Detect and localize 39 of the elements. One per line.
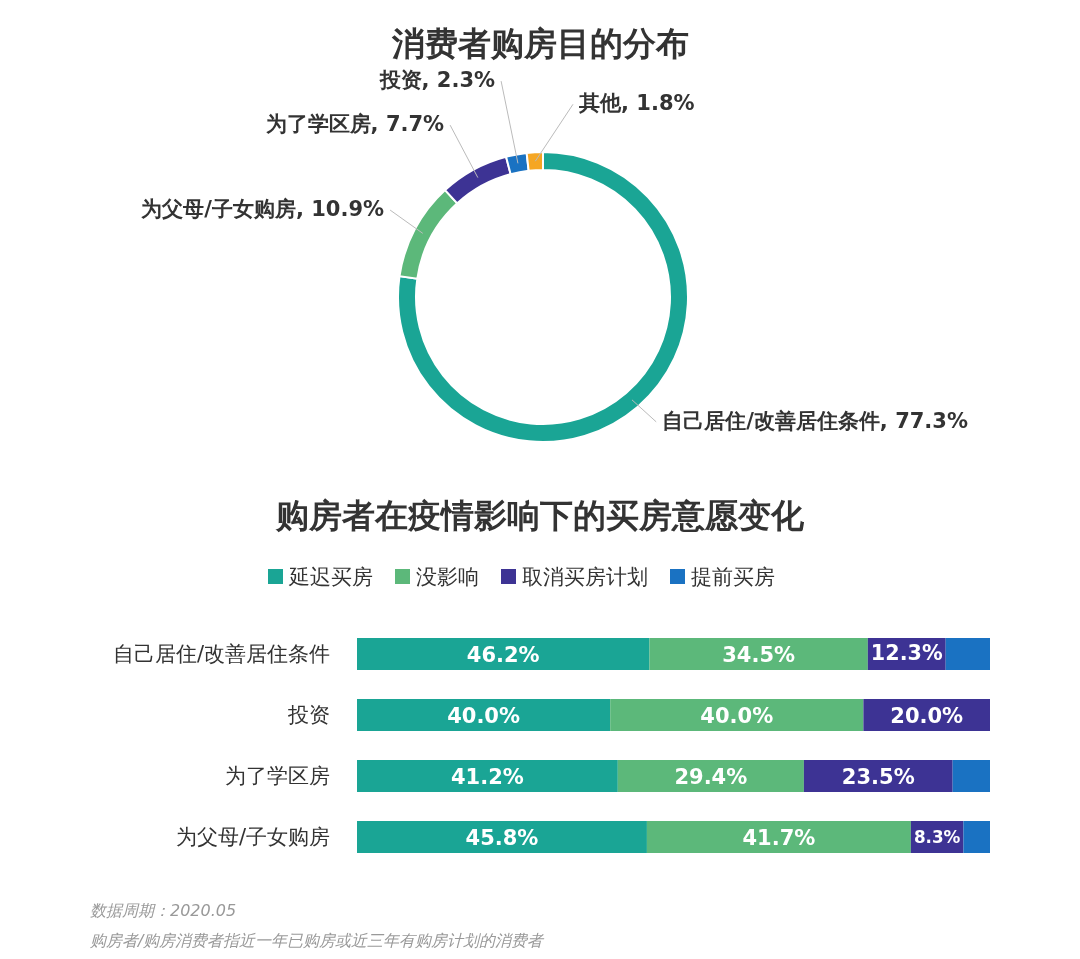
data-label: 46.2% <box>466 643 540 667</box>
slice-label: 其他, 1.8% <box>578 91 695 116</box>
slice-label: 为了学区房, 7.7% <box>265 112 445 137</box>
bar <box>963 821 990 853</box>
legend-label: 取消买房计划 <box>522 565 648 589</box>
slice-label: 投资, 2.3% <box>378 68 496 93</box>
y-tick-label: 为父母/子女购房 <box>175 825 330 849</box>
bar <box>357 760 618 792</box>
y-tick-label: 为了学区房 <box>225 764 330 788</box>
bar <box>649 638 868 670</box>
data-label: 20.0% <box>890 704 964 728</box>
data-label: 23.5% <box>841 765 915 789</box>
slice-label: 自己居住/改善居住条件, 77.3% <box>662 408 968 433</box>
legend-label: 延迟买房 <box>288 565 373 589</box>
bar <box>610 699 864 731</box>
data-label: 45.8% <box>465 826 539 850</box>
text: 数据周期：2020.05 <box>90 901 237 920</box>
bar <box>646 821 911 853</box>
bar <box>357 699 611 731</box>
bar <box>357 638 650 670</box>
data-label: 40.0% <box>700 704 774 728</box>
y-tick-label: 投资 <box>287 703 330 727</box>
data-label: 29.4% <box>674 765 748 789</box>
bar <box>952 760 990 792</box>
data-label: 41.7% <box>742 826 816 850</box>
data-label: 12.3% <box>870 641 943 665</box>
bar <box>945 638 990 670</box>
slice-label: 为父母/子女购房, 10.9% <box>141 197 385 222</box>
chart-title: 购房者在疫情影响下的买房意愿变化 <box>275 496 805 535</box>
data-label: 34.5% <box>722 643 796 667</box>
chart-title: 消费者购房目的分布 <box>390 24 689 63</box>
data-label: 40.0% <box>447 704 521 728</box>
y-tick-label: 自己居住/改善居住条件 <box>112 642 330 666</box>
bar <box>357 821 647 853</box>
text: 购房者/购房消费者指近一年已购房或近三年有购房计划的消费者 <box>90 931 546 950</box>
data-label: 41.2% <box>450 765 524 789</box>
legend-label: 没影响 <box>416 565 479 589</box>
legend-label: 提前买房 <box>691 565 775 589</box>
data-label: 8.3% <box>913 827 961 847</box>
